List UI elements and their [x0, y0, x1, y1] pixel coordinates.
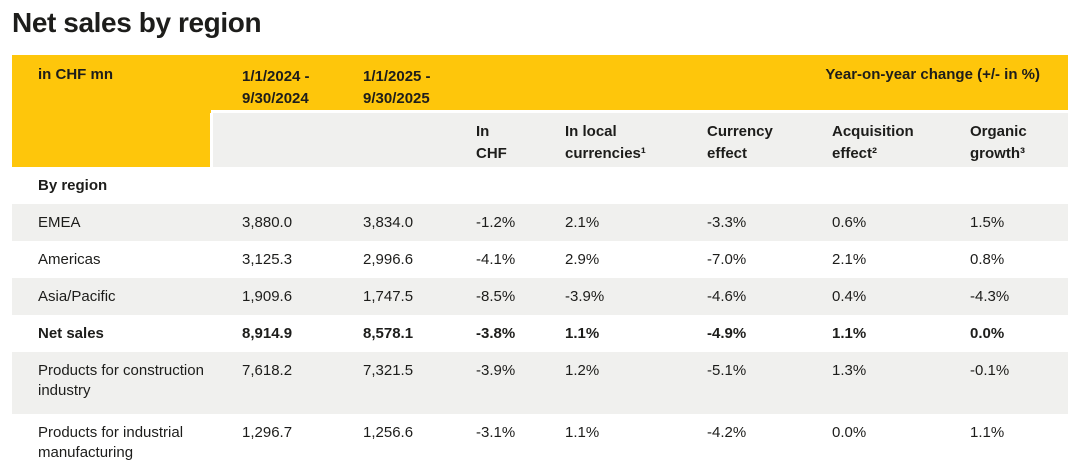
table-row-asia-pacific: Asia/Pacific 1,909.6 1,747.5 -8.5% -3.9%…	[12, 278, 1068, 315]
cell-in-chf: -1.2%	[476, 214, 516, 231]
cell-in-chf: -4.1%	[476, 251, 516, 268]
cell-2024: 1,909.6	[242, 288, 293, 305]
cell-acquisition-effect: 1.1%	[832, 325, 867, 342]
cell-organic-growth: -0.1%	[970, 362, 1010, 379]
cell-organic-growth: 1.1%	[970, 424, 1005, 441]
period-2025-header: 1/1/2025 - 9/30/2025	[363, 68, 431, 107]
cell-acquisition-effect: 1.3%	[832, 362, 867, 379]
row-label: Products for industrial manufacturing	[38, 424, 184, 461]
table-row-emea: EMEA 3,880.0 3,834.0 -1.2% 2.1% -3.3% 0.…	[12, 204, 1068, 241]
cell-2025: 1,256.6	[363, 424, 414, 441]
cell-acquisition-effect: 0.4%	[832, 288, 867, 305]
table-header-secondary: In CHF In local currencies¹ Currency eff…	[12, 113, 1068, 167]
change-columns-band: In CHF In local currencies¹ Currency eff…	[213, 113, 1068, 167]
header-seam-yellow	[12, 110, 211, 113]
cell-acquisition-effect: 0.0%	[832, 424, 867, 441]
cell-local-currencies: 2.9%	[565, 251, 600, 268]
row-label: Americas	[38, 251, 101, 268]
net-sales-table: in CHF mn 1/1/2024 - 9/30/2024 1/1/2025 …	[12, 55, 1068, 475]
table-row-americas: Americas 3,125.3 2,996.6 -4.1% 2.9% -7.0…	[12, 241, 1068, 278]
yoy-change-label: Year-on-year change (+/- in %)	[825, 66, 1040, 83]
table-row-construction-industry: Products for construction industry 7,618…	[12, 352, 1068, 414]
column-header-in-chf: In CHF	[476, 123, 507, 162]
cell-organic-growth: 0.0%	[970, 325, 1005, 342]
cell-local-currencies: 2.1%	[565, 214, 600, 231]
row-label: Products for construction industry	[38, 362, 204, 399]
column-header-currency-effect: Currency effect	[707, 123, 773, 162]
cell-currency-effect: -5.1%	[707, 362, 747, 379]
cell-local-currencies: 1.1%	[565, 325, 600, 342]
period-2024-header: 1/1/2024 - 9/30/2024	[242, 68, 310, 107]
cell-acquisition-effect: 2.1%	[832, 251, 867, 268]
column-header-acquisition-effect: Acquisition effect²	[832, 123, 914, 162]
table-header-primary: in CHF mn 1/1/2024 - 9/30/2024 1/1/2025 …	[12, 55, 1068, 110]
page-title: Net sales by region	[12, 7, 262, 38]
cell-2025: 8,578.1	[363, 325, 414, 342]
cell-currency-effect: -4.2%	[707, 424, 747, 441]
table-row-net-sales-total: Net sales 8,914.9 8,578.1 -3.8% 1.1% -4.…	[12, 315, 1068, 352]
cell-local-currencies: -3.9%	[565, 288, 605, 305]
cell-local-currencies: 1.2%	[565, 362, 600, 379]
row-label: Asia/Pacific	[38, 288, 116, 305]
table-row-industrial-manufacturing: Products for industrial manufacturing 1,…	[12, 414, 1068, 475]
cell-organic-growth: -4.3%	[970, 288, 1010, 305]
cell-2024: 3,880.0	[242, 214, 293, 231]
cell-2024: 7,618.2	[242, 362, 293, 379]
row-label: EMEA	[38, 214, 81, 231]
unit-label: in CHF mn	[38, 66, 113, 83]
cell-2025: 7,321.5	[363, 362, 414, 379]
column-header-organic-growth: Organic growth³	[970, 123, 1027, 162]
cell-organic-growth: 1.5%	[970, 214, 1005, 231]
cell-currency-effect: -3.3%	[707, 214, 747, 231]
cell-2025: 2,996.6	[363, 251, 414, 268]
header-vertical-seam	[210, 113, 213, 167]
row-label: Net sales	[38, 325, 104, 342]
cell-acquisition-effect: 0.6%	[832, 214, 867, 231]
cell-in-chf: -3.9%	[476, 362, 516, 379]
cell-currency-effect: -4.9%	[707, 325, 747, 342]
cell-in-chf: -3.1%	[476, 424, 516, 441]
cell-2025: 3,834.0	[363, 214, 414, 231]
cell-in-chf: -8.5%	[476, 288, 516, 305]
cell-2024: 1,296.7	[242, 424, 293, 441]
cell-organic-growth: 0.8%	[970, 251, 1005, 268]
cell-2024: 3,125.3	[242, 251, 293, 268]
cell-in-chf: -3.8%	[476, 325, 516, 342]
cell-currency-effect: -4.6%	[707, 288, 747, 305]
column-header-local-currencies: In local currencies¹	[565, 123, 646, 162]
cell-2024: 8,914.9	[242, 325, 293, 342]
cell-2025: 1,747.5	[363, 288, 414, 305]
section-label: By region	[38, 177, 108, 194]
cell-local-currencies: 1.1%	[565, 424, 600, 441]
header-yellow-stub	[12, 113, 211, 167]
header-seam	[12, 110, 1068, 113]
cell-currency-effect: -7.0%	[707, 251, 747, 268]
section-row-by-region: By region	[12, 167, 1068, 204]
